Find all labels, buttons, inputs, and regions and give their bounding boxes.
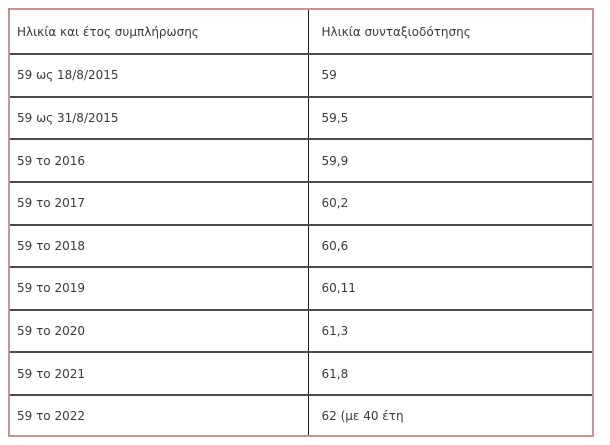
table-row: 59 ως 31/8/2015 59,5 — [10, 95, 592, 140]
table-row: 59 το 2020 61,3 — [10, 308, 592, 353]
table-row: 59 το 2016 59,9 — [10, 138, 592, 182]
cell-age-and-year: 59 ως 18/8/2015 — [10, 53, 308, 97]
pension-table-container: Ηλικία και έτος συμπλήρωσης Ηλικία συντα… — [8, 8, 594, 437]
table-row: 59 το 2017 60,2 — [10, 180, 592, 225]
column-header-age-and-year: Ηλικία και έτος συμπλήρωσης — [17, 24, 199, 39]
cell-retirement-age: 60,11 — [307, 266, 592, 310]
cell-age-and-year: 59 το 2022 — [10, 394, 308, 435]
cell-age-and-year: 59 το 2020 — [10, 308, 308, 353]
cell-age-and-year: 59 ως 31/8/2015 — [10, 95, 308, 140]
cell-retirement-age: 59 — [307, 53, 592, 97]
cell-age-and-year: 59 το 2019 — [10, 266, 308, 310]
cell-retirement-age: 59,9 — [307, 138, 592, 182]
cell-retirement-age: 60,6 — [307, 223, 592, 268]
cell-retirement-age: 60,2 — [307, 180, 592, 225]
table-row: 59 το 2021 61,8 — [10, 351, 592, 395]
cell-age-and-year: 59 το 2021 — [10, 351, 308, 395]
cell-retirement-age: 62 (με 40 έτη — [307, 394, 592, 435]
table-row: 59 ως 18/8/2015 59 — [10, 53, 592, 97]
cell-retirement-age: 59,5 — [307, 95, 592, 140]
pension-age-table: Ηλικία και έτος συμπλήρωσης Ηλικία συντα… — [10, 10, 592, 435]
cell-retirement-age: 61,3 — [307, 308, 592, 353]
cell-age-and-year: 59 το 2017 — [10, 180, 308, 225]
cell-retirement-age: 61,8 — [307, 351, 592, 395]
table-row: 59 το 2022 62 (με 40 έτη — [10, 394, 592, 435]
table-header-row: Ηλικία και έτος συμπλήρωσης Ηλικία συντα… — [10, 10, 592, 54]
column-header-retirement-age: Ηλικία συνταξιοδότησης — [307, 10, 592, 54]
cell-age-and-year: 59 το 2016 — [10, 138, 308, 182]
cell-age-and-year: 59 το 2018 — [10, 223, 308, 268]
table-row: 59 το 2019 60,11 — [10, 266, 592, 310]
table-row: 59 το 2018 60,6 — [10, 223, 592, 268]
